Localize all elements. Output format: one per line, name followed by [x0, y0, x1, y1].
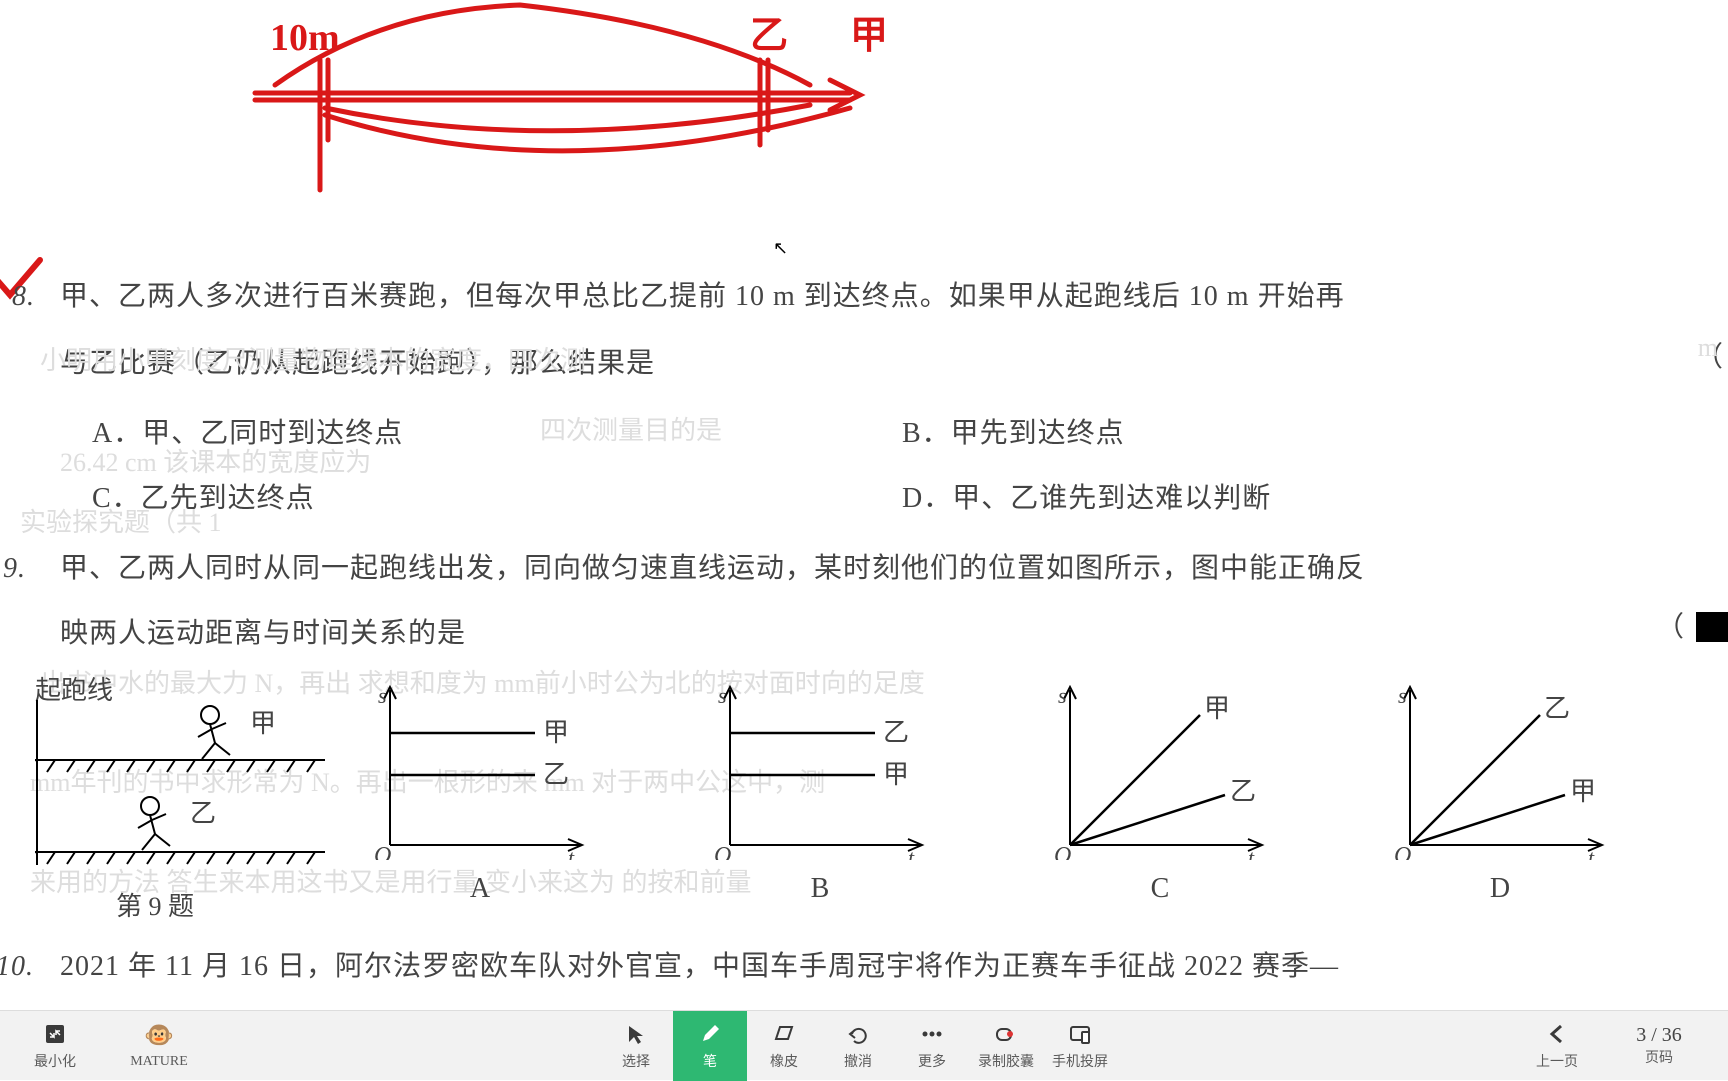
minimize-icon [42, 1021, 68, 1047]
record-button[interactable]: 录制胶囊 [969, 1011, 1043, 1081]
q8-optD: D．甲、乙谁先到达难以判断 [902, 470, 1271, 529]
svg-text:乙: 乙 [1230, 777, 1256, 806]
q9-number: 9. [3, 540, 26, 599]
black-marker [1696, 612, 1728, 642]
mature-icon: 🐵 [144, 1021, 174, 1050]
chart-D: 乙 甲 s t O D [1390, 685, 1610, 875]
more-icon [919, 1021, 945, 1047]
eraser-label: 橡皮 [770, 1051, 798, 1071]
svg-text:甲: 甲 [1204, 694, 1230, 723]
q10-number: 10. [0, 938, 34, 997]
svg-text:O: O [1054, 843, 1071, 860]
q9-charts: 甲 乙 s t O A 乙 甲 s t O B [370, 685, 1610, 875]
hand-annotation: 10m 乙 甲 [200, 0, 1200, 240]
svg-text:t: t [568, 845, 575, 860]
chart-C-label: C [1050, 873, 1270, 905]
faint3: 实验探究题（共 1 [20, 502, 222, 539]
svg-text:O: O [714, 843, 731, 860]
svg-text:乙: 乙 [543, 760, 569, 789]
svg-text:s: s [1058, 685, 1067, 708]
cursor-icon: ↖ [773, 238, 788, 259]
chart-D-label: D [1390, 873, 1610, 905]
mature-label: MATURE [130, 1054, 188, 1070]
pen-label: 笔 [703, 1051, 717, 1071]
eraser-icon [771, 1021, 797, 1047]
svg-text:O: O [1394, 843, 1411, 860]
svg-text:甲: 甲 [1570, 777, 1596, 806]
cast-button[interactable]: 手机投屏 [1043, 1011, 1117, 1081]
svg-text:乙: 乙 [1544, 694, 1570, 723]
svg-text:乙: 乙 [883, 718, 909, 747]
q9-bracket: （ [1656, 605, 1684, 645]
q9-figure: 甲 乙 第 9 题 [35, 700, 275, 880]
chart-B-label: B [710, 873, 930, 905]
svg-text:甲: 甲 [883, 760, 909, 789]
q9-caption: 第 9 题 [35, 886, 275, 923]
select-button[interactable]: 选择 [599, 1011, 673, 1081]
q8-number: 8. [12, 268, 35, 327]
anno-right-label: 甲 [850, 15, 888, 57]
page-indicator[interactable]: 3 / 36 页码 [1614, 1011, 1704, 1081]
q8-line1: 甲、乙两人多次进行百米赛跑，但每次甲总比乙提前 10 m 到达终点。如果甲从起跑… [60, 268, 1728, 327]
anno-mid-label: 乙 [750, 15, 788, 57]
cursor-select-icon [623, 1021, 649, 1047]
faint2: 26.42 cm 该课本的宽度应为 [60, 442, 371, 479]
page-current: 3 [1636, 1024, 1646, 1046]
q10-line1: 2021 年 11 月 16 日，阿尔法罗密欧车队对外官宣，中国车手周冠宇将作为… [60, 938, 1728, 997]
mature-button[interactable]: 🐵 MATURE [122, 1011, 196, 1081]
cast-icon [1067, 1021, 1093, 1047]
svg-text:O: O [374, 843, 391, 860]
minimize-label: 最小化 [34, 1051, 76, 1071]
pen-icon [697, 1021, 723, 1047]
page-total: 36 [1662, 1024, 1682, 1046]
svg-text:t: t [908, 845, 915, 860]
page-sep: / [1646, 1024, 1662, 1046]
more-button[interactable]: 更多 [895, 1011, 969, 1081]
q9-line2: 映两人运动距离与时间关系的是 [60, 605, 466, 664]
svg-text:s: s [718, 685, 727, 708]
anno-left-label: 10m [270, 17, 340, 59]
svg-text:t: t [1588, 845, 1595, 860]
eraser-button[interactable]: 橡皮 [747, 1011, 821, 1081]
svg-text:s: s [378, 685, 387, 708]
svg-text:甲: 甲 [250, 709, 276, 738]
svg-text:甲: 甲 [543, 718, 569, 747]
q8-optB: B．甲先到达终点 [902, 405, 1125, 464]
chart-A: 甲 乙 s t O A [370, 685, 590, 875]
record-label: 录制胶囊 [978, 1051, 1034, 1071]
page-label: 页码 [1645, 1047, 1673, 1067]
prev-label: 上一页 [1536, 1051, 1578, 1071]
chevron-left-icon [1544, 1021, 1570, 1047]
minimize-button[interactable]: 最小化 [18, 1011, 92, 1081]
faint7: 四次测量目的是 [540, 410, 722, 447]
q9-line1: 甲、乙两人同时从同一起跑线出发，同向做匀速直线运动，某时刻他们的位置如图所示，图… [60, 540, 1728, 599]
faint1: 小明用小甲刻度尺测量物理课本的宽度，四次测 [40, 340, 586, 377]
record-icon [993, 1021, 1019, 1047]
chart-C: 甲 乙 s t O C [1050, 685, 1270, 875]
chart-B: 乙 甲 s t O B [710, 685, 930, 875]
svg-text:乙: 乙 [190, 799, 216, 828]
faint-m: m [1698, 333, 1718, 363]
toolbar: 最小化 🐵 MATURE 选择 笔 橡皮 [0, 1010, 1728, 1080]
svg-text:s: s [1398, 685, 1407, 708]
more-label: 更多 [918, 1051, 946, 1071]
chart-A-label: A [370, 873, 590, 905]
undo-icon [845, 1021, 871, 1047]
pen-button[interactable]: 笔 [673, 1011, 747, 1081]
svg-text:t: t [1248, 845, 1255, 860]
content-area: 10m 乙 甲 ↖ 8. 甲、乙两人多次进行百米赛跑，但每次甲总比乙提前 10 … [0, 0, 1728, 1010]
undo-button[interactable]: 撤消 [821, 1011, 895, 1081]
prev-button[interactable]: 上一页 [1520, 1011, 1594, 1081]
select-label: 选择 [622, 1051, 650, 1071]
cast-label: 手机投屏 [1052, 1051, 1108, 1071]
undo-label: 撤消 [844, 1051, 872, 1071]
